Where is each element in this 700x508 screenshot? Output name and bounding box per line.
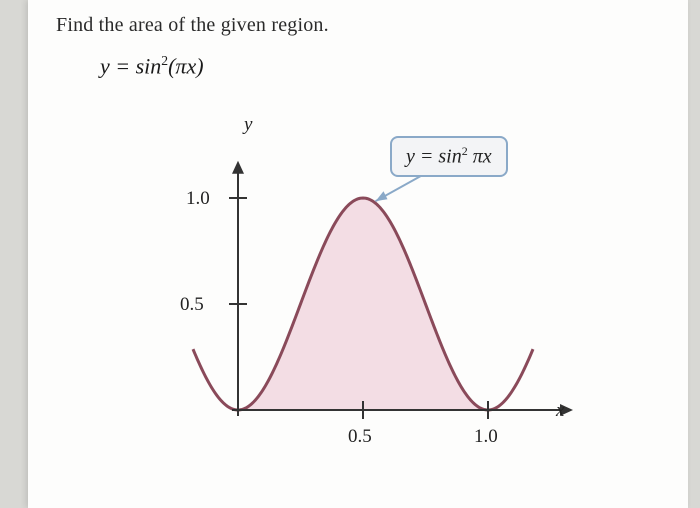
equation: y = sin2(πx): [100, 53, 660, 79]
x-tick-05: 0.5: [348, 426, 372, 448]
problem-prompt: Find the area of the given region.: [56, 14, 660, 37]
graph-svg: [158, 120, 618, 490]
x-tick-1: 1.0: [474, 426, 498, 448]
x-axis-label: x: [556, 400, 564, 422]
y-tick-1: 1.0: [186, 188, 210, 210]
callout-pointer-head: [376, 191, 388, 201]
y-tick-05: 0.5: [180, 294, 204, 316]
curve-callout: y = sin2 πx: [390, 136, 508, 177]
graph-region: y = sin2 πx y x 1.0 0.5 0.5 1.0: [158, 120, 618, 500]
y-axis-arrow: [232, 161, 244, 174]
y-axis-label: y: [244, 114, 252, 136]
shaded-region: [238, 198, 488, 410]
